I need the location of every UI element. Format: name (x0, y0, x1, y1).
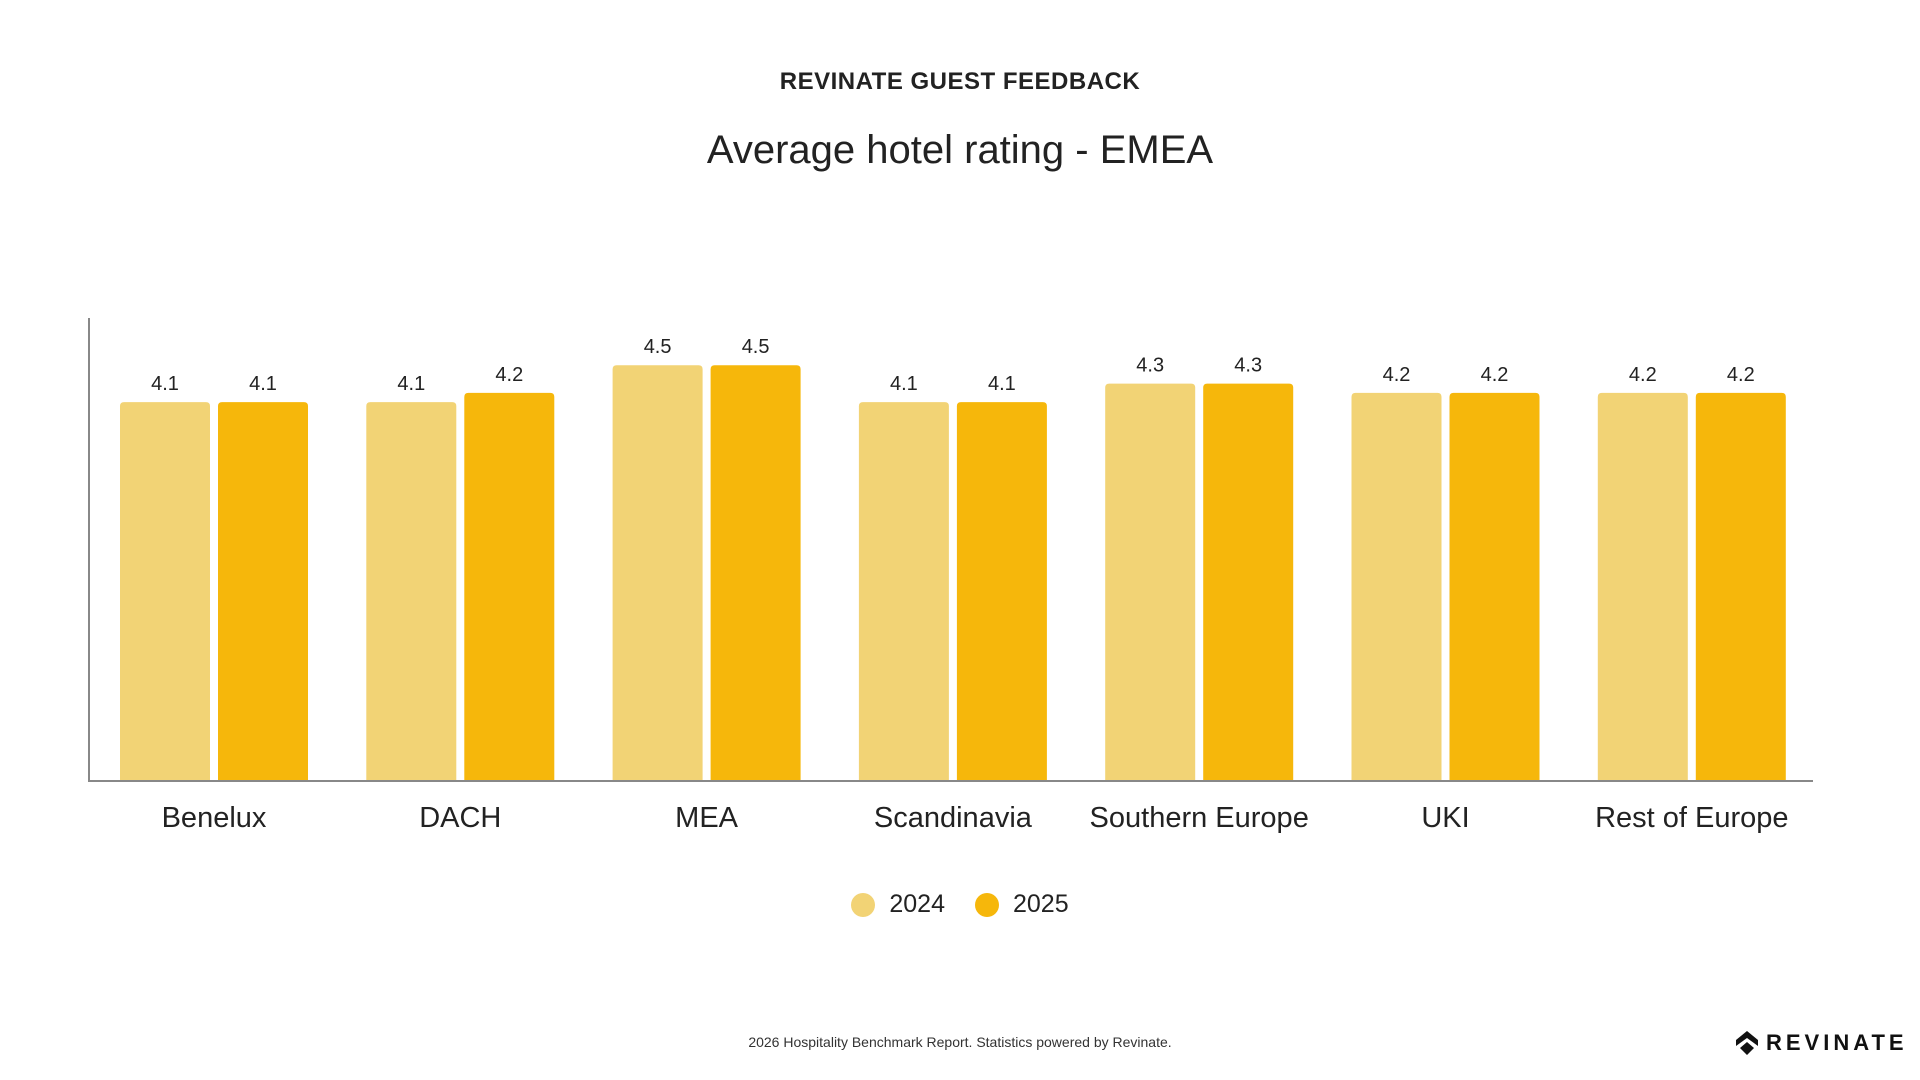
data-label: 4.5 (742, 336, 770, 358)
chart-title: Average hotel rating - EMEA (706, 128, 1214, 172)
data-label: 4.1 (988, 373, 1016, 395)
legend-label: 2024 (889, 890, 945, 918)
bar-2025 (710, 365, 801, 781)
bar-2025 (1449, 392, 1540, 781)
bar-2024 (1105, 383, 1196, 781)
category-label: UKI (1421, 802, 1469, 834)
data-label: 4.3 (1136, 355, 1164, 377)
data-label: 4.3 (1234, 355, 1262, 377)
revinate-logo: REVINATE (1736, 1030, 1908, 1056)
revinate-logo-icon (1736, 1031, 1758, 1055)
data-label: 4.2 (495, 364, 523, 386)
data-label: 4.2 (1481, 364, 1509, 386)
bar-2025 (956, 402, 1047, 781)
legend-swatch-2025 (975, 892, 999, 917)
legend-item-2024: 2024 (851, 890, 945, 919)
bar-2024 (612, 365, 703, 781)
data-label: 4.1 (890, 373, 918, 395)
bar-2024 (1351, 392, 1442, 781)
category-label: Benelux (162, 802, 267, 834)
legend-item-2025: 2025 (975, 890, 1069, 919)
data-label: 4.2 (1727, 364, 1755, 386)
data-label: 4.1 (151, 373, 179, 395)
bar-2024 (1597, 392, 1688, 781)
bar-2025 (218, 402, 308, 781)
bar-2025 (1695, 392, 1786, 781)
data-label: 4.5 (644, 336, 672, 358)
bar-2024 (366, 402, 457, 781)
category-label: Scandinavia (874, 802, 1033, 834)
logo-text: REVINATE (1766, 1030, 1908, 1055)
chart-kicker: REVINATE GUEST FEEDBACK (779, 68, 1141, 95)
bar-2024 (858, 402, 949, 781)
data-label: 4.1 (397, 373, 425, 395)
footer-note: 2026 Hospitality Benchmark Report. Stati… (748, 1034, 1172, 1050)
bar-2025 (1203, 383, 1294, 781)
data-label: 4.1 (249, 373, 277, 395)
legend-swatch-2024 (851, 892, 876, 917)
data-label: 4.2 (1383, 364, 1411, 386)
category-label: DACH (419, 802, 501, 834)
data-label: 4.2 (1629, 364, 1657, 386)
category-label: Rest of Europe (1595, 802, 1788, 834)
legend-label: 2025 (1013, 890, 1069, 918)
bar-2025 (464, 392, 555, 781)
legend: 2024 2025 (0, 890, 1920, 919)
category-label: MEA (675, 802, 739, 834)
category-label: Southern Europe (1090, 802, 1309, 834)
bar-2024 (120, 402, 210, 781)
